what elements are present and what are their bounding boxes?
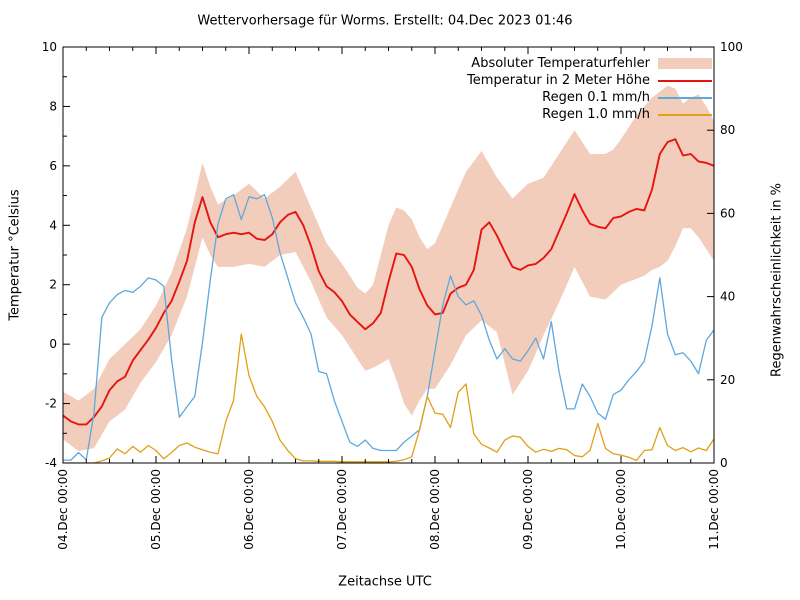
legend-swatch-temperature bbox=[658, 79, 712, 82]
x-tick-label: 07.Dec 00:00 bbox=[335, 469, 349, 550]
legend-swatch-error-band bbox=[658, 58, 712, 69]
legend: Absoluter Temperaturfehler Temperatur in… bbox=[467, 55, 712, 123]
y-left-tick-label: -2 bbox=[45, 397, 57, 411]
y-right-tick-label: 60 bbox=[720, 206, 735, 220]
plot-series-group bbox=[63, 85, 714, 463]
y-right-tick-label: 40 bbox=[720, 290, 735, 304]
legend-item-temperature: Temperatur in 2 Meter Höhe bbox=[467, 72, 712, 89]
y-left-tick-label: 0 bbox=[49, 337, 57, 351]
x-tick-label: 06.Dec 00:00 bbox=[242, 469, 256, 550]
chart-title: Wettervorhersage für Worms. Erstellt: 04… bbox=[197, 13, 573, 29]
legend-label-temperature: Temperatur in 2 Meter Höhe bbox=[467, 73, 650, 88]
y-left-tick-label: 6 bbox=[49, 159, 57, 173]
y-left-tick-label: 2 bbox=[49, 278, 57, 292]
y-right-tick-label: 0 bbox=[720, 456, 728, 470]
x-tick-label: 10.Dec 00:00 bbox=[614, 469, 628, 550]
y-right-tick-label: 20 bbox=[720, 373, 735, 387]
y-left-tick-label: 10 bbox=[42, 40, 57, 54]
x-axis-title: Zeitachse UTC bbox=[338, 574, 432, 590]
x-tick-label: 11.Dec 00:00 bbox=[707, 469, 721, 550]
y-right-tick-label: 80 bbox=[720, 123, 735, 137]
legend-swatch-rain10 bbox=[658, 113, 712, 116]
y-left-tick-label: -4 bbox=[45, 456, 57, 470]
x-tick-label: 09.Dec 00:00 bbox=[521, 469, 535, 550]
legend-item-rain01: Regen 0.1 mm/h bbox=[467, 89, 712, 106]
x-tick-label: 05.Dec 00:00 bbox=[149, 469, 163, 550]
legend-swatch-rain01 bbox=[658, 96, 712, 99]
legend-item-error-band: Absoluter Temperaturfehler bbox=[467, 55, 712, 72]
temperature-line bbox=[63, 138, 714, 426]
x-tick-label: 08.Dec 00:00 bbox=[428, 469, 442, 550]
y-right-tick-label: 100 bbox=[720, 40, 743, 54]
legend-item-rain10: Regen 1.0 mm/h bbox=[467, 106, 712, 123]
x-tick-label: 04.Dec 00:00 bbox=[56, 469, 70, 550]
y-left-tick-label: 4 bbox=[49, 218, 57, 232]
legend-label-error-band: Absoluter Temperaturfehler bbox=[471, 56, 650, 71]
temperature-error-band bbox=[63, 85, 714, 452]
rain-01mm-line bbox=[63, 194, 714, 461]
y-left-tick-label: 8 bbox=[49, 99, 57, 113]
legend-label-rain10: Regen 1.0 mm/h bbox=[542, 107, 650, 122]
legend-label-rain01: Regen 0.1 mm/h bbox=[542, 90, 650, 105]
